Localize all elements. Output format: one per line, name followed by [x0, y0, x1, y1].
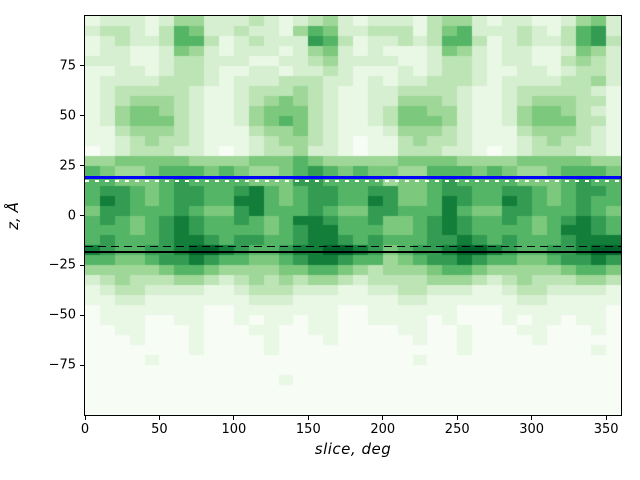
x-tick-label: 100 — [221, 422, 247, 437]
x-tick-label: 300 — [519, 422, 545, 437]
y-tick-mark — [80, 65, 84, 67]
x-tick-label: 50 — [151, 422, 168, 437]
x-tick-mark — [233, 416, 235, 420]
y-tick-mark — [80, 165, 84, 167]
y-tick-mark — [80, 264, 84, 266]
y-axis-label: z, Å — [4, 202, 22, 230]
y-tick-label: −25 — [48, 257, 76, 273]
y-tick-label: 50 — [59, 108, 76, 124]
x-tick-label: 0 — [80, 422, 90, 437]
x-tick-label: 350 — [593, 422, 619, 437]
plot-area — [84, 15, 622, 416]
y-tick-mark — [80, 215, 84, 216]
x-tick-mark — [456, 416, 458, 420]
y-tick-label: 25 — [59, 158, 76, 174]
y-tick-mark — [80, 115, 84, 117]
y-tick-label: 0 — [67, 208, 76, 223]
heatmap-canvas — [85, 16, 621, 415]
y-tick-label: −50 — [48, 307, 76, 323]
y-tick-mark — [80, 364, 84, 366]
x-tick-mark — [84, 416, 86, 420]
x-tick-label: 150 — [295, 422, 321, 437]
x-tick-label: 250 — [444, 422, 470, 437]
x-tick-label: 200 — [370, 422, 396, 437]
x-tick-mark — [158, 416, 160, 420]
x-tick-mark — [531, 416, 533, 420]
y-tick-label: 75 — [59, 58, 76, 74]
x-tick-mark — [605, 416, 607, 420]
y-tick-mark — [80, 314, 84, 316]
y-tick-label: −75 — [48, 357, 76, 373]
x-axis-label: slice, deg — [314, 440, 392, 458]
x-tick-mark — [307, 416, 309, 420]
x-tick-mark — [382, 416, 384, 420]
